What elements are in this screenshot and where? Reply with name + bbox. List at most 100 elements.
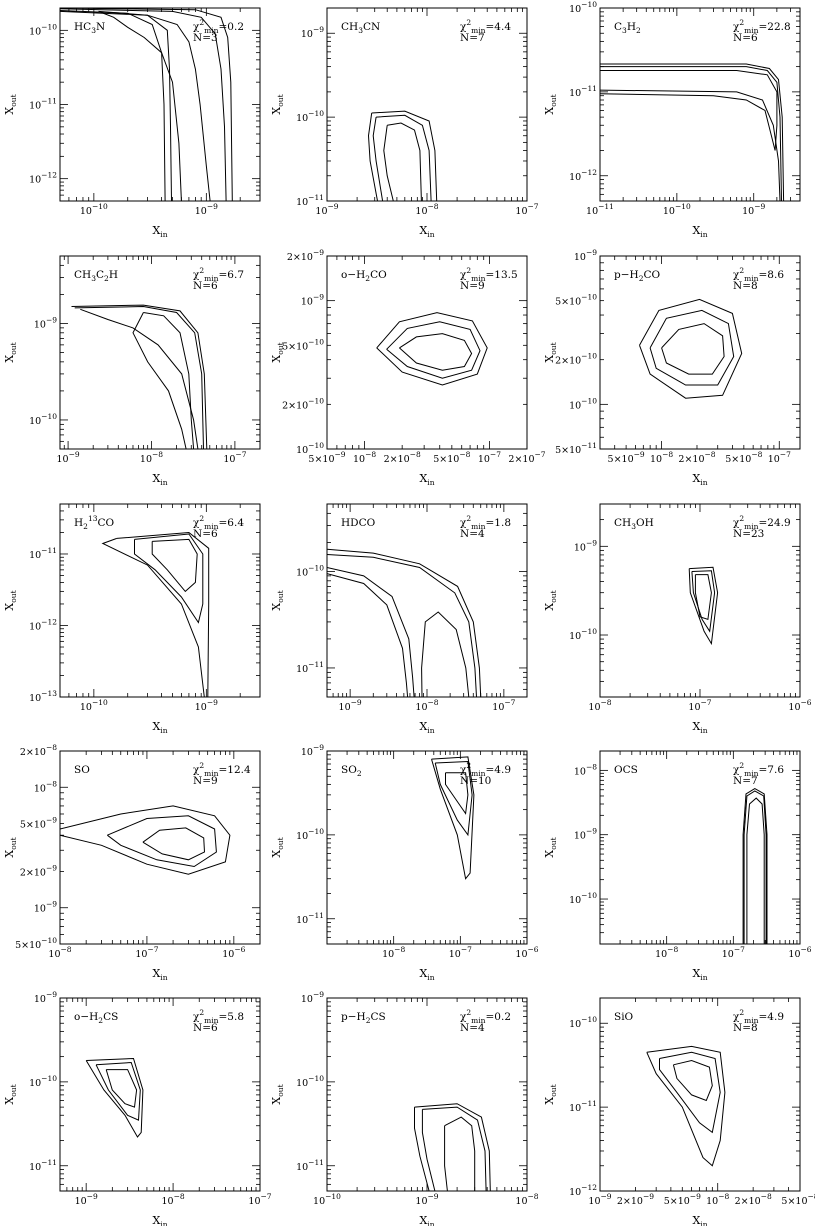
x-axis-label: Xin — [419, 967, 434, 982]
y-axis-label: Xout — [3, 1084, 18, 1104]
contours — [101, 531, 210, 697]
y-tick-label: 10−9 — [34, 990, 57, 1005]
plot-frame — [599, 7, 801, 202]
contour-line-2 — [386, 321, 481, 379]
chi2-min-label: χ2min=0.2 — [460, 1008, 511, 1025]
x-tick-label: 10−8 — [162, 1192, 185, 1207]
panel-10: 10−8 10−7 10−6 5×10−10 10−9 2×10−9 5×10−9 10−8 2… — [3, 743, 261, 982]
y-tick-label: 10−10 — [296, 109, 324, 124]
x-tick-label: 10−8 — [515, 1192, 538, 1207]
contour-line-3 — [600, 63, 785, 201]
contour-line-3 — [74, 305, 204, 449]
n-points-label: N=10 — [460, 775, 491, 787]
contour-line-2 — [134, 533, 204, 624]
x-tick-label: 10−8 — [706, 1192, 729, 1207]
x-axis-label: Xin — [152, 720, 167, 735]
x-tick-label: 10−9 — [742, 202, 765, 217]
minor-ticks — [326, 7, 528, 202]
x-tick-label: 10−8 — [382, 945, 405, 960]
panel-3: 10−11 10−10 10−910−1210−1110−10XinXoutC3H2… — [543, 0, 801, 239]
n-points-label: N=6 — [193, 1022, 218, 1034]
minor-ticks — [599, 7, 801, 202]
contour-line-1 — [444, 1116, 476, 1191]
chi2-min-label: χ2min=22.8 — [733, 18, 791, 35]
x-tick-label: 10−6 — [222, 945, 245, 960]
contours — [600, 63, 785, 201]
y-tick-label: 10−10 — [569, 396, 597, 411]
y-tick-label: 10−9 — [574, 538, 597, 553]
y-tick-label: 10−12 — [569, 1183, 597, 1198]
species-label: C3H2 — [614, 21, 641, 35]
y-tick-label: 10−12 — [29, 171, 57, 186]
contour-line-4 — [600, 89, 781, 201]
x-tick-label: 10−7 — [135, 945, 158, 960]
y-tick-label: 10−11 — [29, 1158, 57, 1173]
chi2-min-label: χ2min=4.4 — [460, 18, 511, 35]
contour-line-5 — [71, 304, 208, 449]
y-tick-label: 10−10 — [29, 22, 57, 37]
x-tick-label: 10−9 — [339, 698, 362, 713]
x-tick-label: 5×10−9 — [308, 450, 345, 465]
contours — [431, 756, 475, 880]
y-tick-label: 10−10 — [296, 1074, 324, 1089]
y-axis-label: Xout — [3, 342, 18, 362]
minor-ticks — [326, 503, 528, 698]
species-label: p−H2CO — [614, 269, 661, 283]
species-label: CH3C2H — [74, 269, 118, 283]
x-axis-label: Xin — [152, 224, 167, 239]
minor-ticks — [599, 997, 801, 1192]
y-tick-label: 10−10 — [296, 441, 324, 456]
species-label: HC3N — [74, 21, 105, 35]
panel-12: 10−8 10−7 10−6 10−10 10−9 10−8 Xin Xout OCS χ2min… — [543, 750, 812, 982]
panel-15: 10−9 2×10−9 5×10−9 10−8 2×10−8 5×10−8 10−12 10−… — [543, 997, 815, 1226]
panel-11: 10−8 10−7 10−6 10−11 10−10 10−9 Xin Xout SO2 χ2mi… — [270, 743, 539, 982]
x-tick-label: 10−8 — [650, 450, 673, 465]
plot-frame — [326, 7, 528, 202]
contours — [639, 298, 743, 399]
x-tick-label: 10−8 — [415, 698, 438, 713]
y-tick-label: 10−9 — [301, 293, 324, 308]
contour-line-4 — [327, 573, 409, 697]
species-label: o−H2CS — [74, 1011, 118, 1025]
contour-line-3 — [639, 298, 743, 399]
contour-line-1 — [151, 538, 198, 593]
x-tick-label: 10−9 — [195, 202, 218, 217]
y-tick-label: 10−11 — [29, 97, 57, 112]
plot-frame — [59, 750, 261, 945]
n-points-label: N=4 — [460, 528, 485, 540]
contour-line-4 — [101, 537, 205, 697]
chi2-min-label: χ2min=24.9 — [733, 514, 791, 531]
y-tick-label: 2×10−9 — [287, 248, 324, 263]
panel-14: 10−10 10−9 10−8 10−11 10−10 10−9 Xin Xout p−H2CS… — [270, 990, 539, 1226]
contours — [60, 805, 231, 875]
y-axis-label: Xout — [3, 94, 18, 114]
y-tick-label: 10−9 — [574, 827, 597, 842]
minor-ticks — [59, 750, 261, 945]
y-tick-label: 10−9 — [574, 248, 597, 263]
y-tick-label: 10−10 — [569, 627, 597, 642]
species-label: SiO — [614, 1011, 634, 1023]
chi2-min-label: χ2min=4.9 — [460, 761, 511, 778]
y-tick-label: 5×10−10 — [15, 936, 57, 951]
chi2-min-label: χ2min=6.4 — [193, 514, 244, 531]
y-tick-label: 10−10 — [569, 0, 597, 15]
y-tick-label: 5×10−10 — [555, 293, 597, 308]
minor-ticks — [326, 255, 528, 450]
contour-line-1 — [694, 574, 712, 621]
panel-9: 10−8 10−7 10−6 10−10 10−9 Xin Xout CH3OH χ2min=2… — [543, 503, 812, 735]
y-tick-label: 10−11 — [569, 84, 597, 99]
x-axis-label: Xin — [152, 472, 167, 487]
y-axis-label: Xout — [543, 94, 558, 114]
species-label: SO — [74, 764, 90, 776]
y-tick-label: 10−11 — [569, 1099, 597, 1114]
contours — [376, 312, 488, 386]
contour-line-3 — [431, 756, 475, 880]
contour-line-1 — [98, 10, 211, 201]
panel-8: 10−9 10−8 10−7 10−11 10−10 Xin Xout HDCO χ2min=1… — [270, 503, 528, 735]
x-tick-label: 5×10−8 — [433, 450, 470, 465]
panel-4: 10−9 10−8 10−7 10−10 10−9 Xin Xout CH3C2H χ2min=… — [3, 255, 261, 487]
contour-line-3 — [85, 1057, 144, 1138]
contour-line-2 — [600, 66, 782, 201]
x-axis-label: Xin — [419, 1214, 434, 1226]
plot-frame — [326, 997, 528, 1192]
